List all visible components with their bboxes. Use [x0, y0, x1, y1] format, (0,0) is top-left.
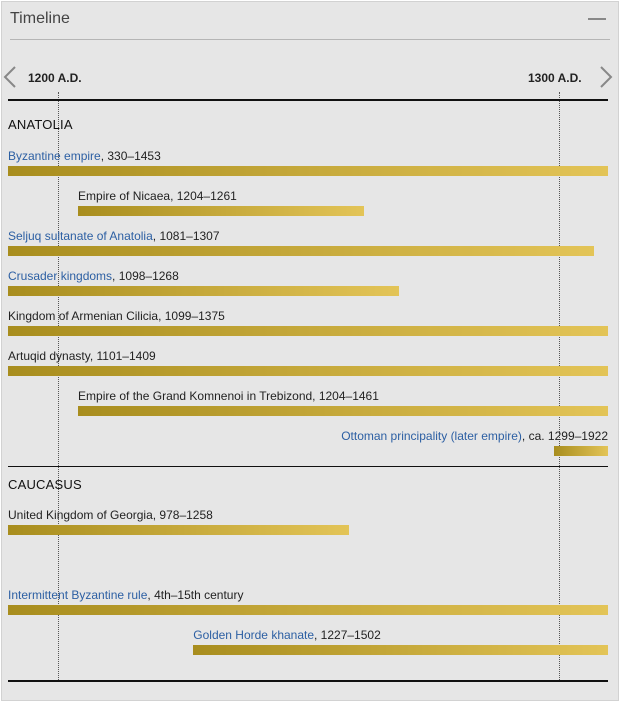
tick-label-1200: 1200 A.D. — [28, 71, 82, 85]
timeline-bar — [8, 605, 608, 615]
chevron-right-icon[interactable] — [598, 65, 614, 89]
timeline-label: Kingdom of Armenian Cilicia, 1099–1375 — [8, 309, 225, 323]
gridline-1300 — [559, 92, 560, 680]
timeline-link[interactable]: Byzantine empire — [8, 149, 101, 163]
timeline-bar — [553, 446, 608, 456]
axis-rule-bottom — [8, 680, 608, 682]
chevron-left-icon[interactable] — [2, 65, 18, 89]
timeline-bar — [8, 166, 608, 176]
timeline-link[interactable]: Seljuq sultanate of Anatolia — [8, 229, 153, 243]
timeline-link[interactable]: Crusader kingdoms — [8, 269, 113, 283]
timeline-dates: , 4th–15th century — [147, 588, 244, 602]
timeline-label: Crusader kingdoms, 1098–1268 — [8, 269, 179, 283]
timeline-label: Golden Horde khanate, 1227–1502 — [193, 628, 380, 642]
timeline-label: Intermittent Byzantine rule, 4th–15th ce… — [8, 588, 243, 602]
section-title-caucasus: CAUCASUS — [8, 477, 82, 492]
timeline-bar — [8, 525, 349, 535]
timeline-dates: , 330–1453 — [100, 149, 161, 163]
section-divider — [8, 466, 608, 467]
minus-icon[interactable] — [588, 18, 606, 20]
timeline-bar — [78, 206, 364, 216]
divider — [10, 39, 610, 40]
timeline-dates: , ca. 1299–1922 — [521, 429, 608, 443]
axis-rule-top — [8, 99, 608, 101]
section-title-anatolia: ANATOLIA — [8, 117, 73, 132]
timeline-label: Seljuq sultanate of Anatolia, 1081–1307 — [8, 229, 220, 243]
timeline-label: United Kingdom of Georgia, 978–1258 — [8, 508, 213, 522]
timeline-label: Ottoman principality (later empire), ca.… — [341, 429, 608, 443]
timeline-label: Artuqid dynasty, 1101–1409 — [8, 349, 156, 363]
timeline-dates: , 1098–1268 — [112, 269, 179, 283]
timeline-dates: Kingdom of Armenian Cilicia, 1099–1375 — [8, 309, 225, 323]
timeline-label: Byzantine empire, 330–1453 — [8, 149, 161, 163]
tick-label-1300: 1300 A.D. — [528, 71, 582, 85]
timeline-dates: Artuqid dynasty, 1101–1409 — [8, 349, 156, 363]
timeline-bar — [8, 286, 399, 296]
timeline-label: Empire of Nicaea, 1204–1261 — [78, 189, 237, 203]
panel-title: Timeline — [10, 10, 70, 27]
timeline-bar — [8, 246, 595, 256]
timeline-dates: United Kingdom of Georgia, 978–1258 — [8, 508, 213, 522]
timeline-dates: , 1227–1502 — [314, 628, 381, 642]
timeline-link[interactable]: Ottoman principality (later empire) — [341, 429, 522, 443]
timeline-dates: , 1081–1307 — [152, 229, 220, 243]
timeline-link[interactable]: Golden Horde khanate — [193, 628, 315, 642]
timeline-dates: Empire of Nicaea, 1204–1261 — [78, 189, 237, 203]
gridline-1200 — [58, 92, 59, 680]
timeline-bar — [193, 645, 608, 655]
timeline-bar — [8, 326, 608, 336]
timeline-bar — [78, 406, 608, 416]
timeline-label: Empire of the Grand Komnenoi in Trebizon… — [78, 389, 379, 403]
timeline-dates: Empire of the Grand Komnenoi in Trebizon… — [78, 389, 379, 403]
timeline-link[interactable]: Intermittent Byzantine rule — [8, 588, 148, 602]
timeline-bar — [8, 366, 608, 376]
